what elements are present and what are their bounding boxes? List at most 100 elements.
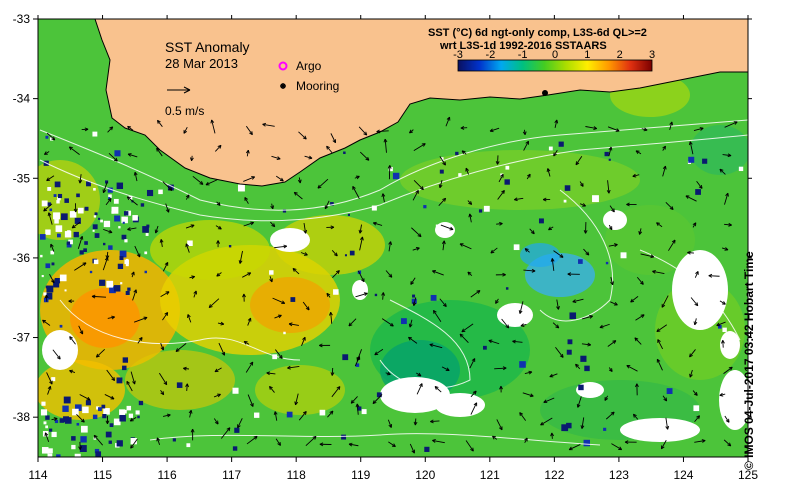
speckle bbox=[559, 142, 564, 147]
map-title: SST Anomaly bbox=[165, 39, 250, 55]
speckle bbox=[102, 414, 106, 418]
speckle bbox=[48, 454, 53, 459]
speckle bbox=[667, 388, 673, 394]
speckle bbox=[65, 417, 72, 424]
speckle bbox=[48, 448, 53, 453]
speckle bbox=[514, 244, 520, 250]
speckle bbox=[95, 451, 101, 457]
y-tick-label: -36 bbox=[13, 251, 31, 265]
colorbar-tick-label: -2 bbox=[485, 49, 495, 61]
speckle bbox=[124, 260, 128, 264]
speckle bbox=[95, 212, 98, 215]
speckle bbox=[94, 215, 96, 217]
speckle bbox=[688, 157, 694, 163]
speckle bbox=[118, 226, 120, 228]
speckle bbox=[122, 235, 127, 240]
speckle bbox=[693, 285, 696, 288]
speckle bbox=[47, 187, 51, 191]
speckle bbox=[104, 221, 110, 227]
speckle bbox=[106, 432, 112, 438]
speckle bbox=[120, 282, 122, 284]
speckle bbox=[101, 405, 105, 409]
x-tick-label: 118 bbox=[287, 468, 306, 482]
speckle bbox=[45, 415, 49, 419]
speckle bbox=[41, 402, 45, 406]
x-tick-label: 114 bbox=[28, 468, 47, 482]
speckle bbox=[45, 229, 50, 234]
speckle bbox=[144, 251, 147, 254]
speckle bbox=[320, 410, 326, 416]
speckle bbox=[71, 436, 76, 441]
speckle bbox=[80, 436, 86, 442]
colorbar-tick-label: 1 bbox=[584, 49, 590, 61]
x-tick-label: 119 bbox=[351, 468, 370, 482]
speckle bbox=[506, 287, 508, 289]
speckle bbox=[64, 397, 71, 404]
x-tick-label: 122 bbox=[544, 468, 564, 482]
speckle bbox=[287, 412, 293, 418]
speckle bbox=[377, 392, 382, 397]
speckle bbox=[431, 295, 437, 301]
speckle bbox=[722, 328, 726, 332]
speckle bbox=[137, 416, 140, 419]
speckle bbox=[83, 248, 87, 252]
speckle bbox=[139, 401, 143, 405]
speckle bbox=[124, 211, 128, 215]
x-tick-label: 115 bbox=[93, 468, 112, 482]
speckle bbox=[55, 278, 60, 283]
speckle bbox=[396, 385, 400, 389]
speckle bbox=[565, 185, 571, 191]
speckle bbox=[234, 428, 239, 433]
speckle bbox=[49, 209, 52, 212]
map-date: 28 Mar 2013 bbox=[165, 56, 238, 71]
speckle bbox=[60, 325, 63, 328]
speckle bbox=[132, 215, 138, 221]
speckle bbox=[350, 251, 355, 256]
speckle bbox=[56, 200, 59, 203]
speckle bbox=[45, 425, 48, 428]
speckle bbox=[549, 147, 553, 151]
speckle bbox=[60, 418, 65, 423]
speckle bbox=[566, 423, 571, 428]
speckle bbox=[64, 198, 69, 203]
speckle bbox=[136, 410, 140, 414]
speckle bbox=[393, 173, 399, 179]
speckle bbox=[117, 440, 123, 446]
mooring-location bbox=[542, 90, 548, 96]
speckle bbox=[333, 289, 339, 295]
speckle bbox=[46, 286, 53, 293]
speckle bbox=[186, 443, 190, 447]
y-tick-label: -35 bbox=[13, 171, 31, 185]
speckle bbox=[693, 405, 699, 411]
speckle bbox=[146, 233, 149, 236]
speckle bbox=[423, 205, 426, 208]
speckle bbox=[40, 255, 42, 257]
speckle bbox=[81, 426, 88, 433]
mooring-label: Mooring bbox=[296, 79, 339, 93]
speckle bbox=[127, 288, 130, 291]
speckle bbox=[52, 262, 55, 265]
colorbar-tick-label: -1 bbox=[518, 49, 528, 61]
speckle bbox=[254, 413, 259, 418]
speckle bbox=[92, 132, 97, 137]
speckle bbox=[119, 256, 123, 260]
credit-text: © IMOS 04-Jul-2017 03:42 Hobart Time bbox=[742, 140, 762, 470]
speckle bbox=[100, 220, 103, 223]
y-tick-label: -38 bbox=[13, 410, 31, 424]
speckle bbox=[141, 203, 144, 206]
speckle bbox=[483, 346, 487, 350]
speckle bbox=[702, 159, 707, 164]
speckle bbox=[580, 356, 586, 362]
x-tick-label: 125 bbox=[738, 468, 758, 482]
speckle bbox=[578, 385, 583, 390]
speckle bbox=[53, 212, 60, 219]
speckle bbox=[362, 409, 367, 414]
speckle bbox=[108, 245, 112, 249]
speckle bbox=[345, 254, 347, 256]
speckle bbox=[57, 234, 61, 238]
speckle bbox=[82, 407, 88, 413]
speckle bbox=[375, 294, 377, 296]
speckle bbox=[158, 190, 163, 195]
speckle bbox=[122, 411, 124, 413]
